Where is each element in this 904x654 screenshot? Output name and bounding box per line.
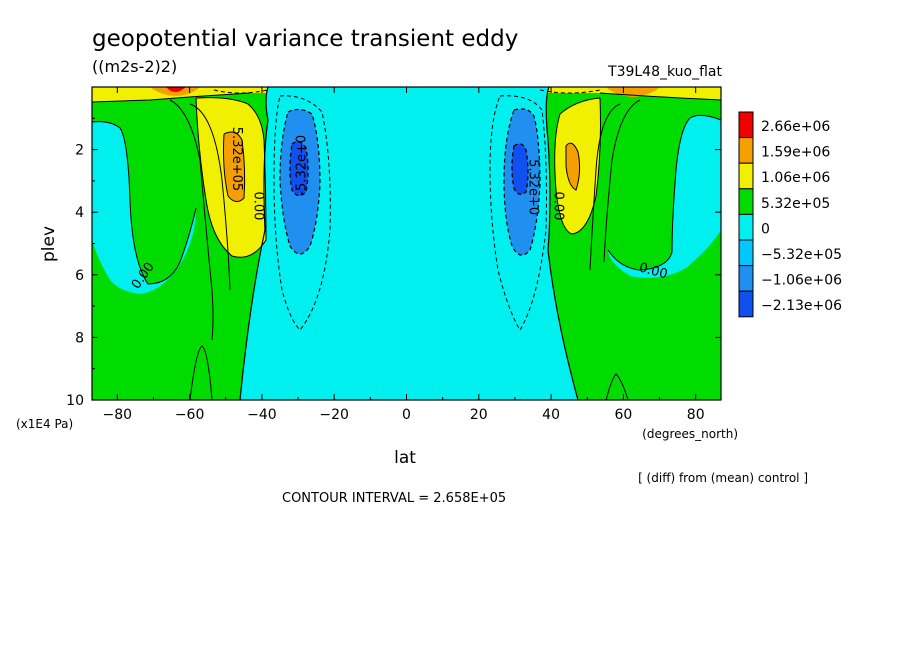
x-tick-label: 80 [687,407,705,423]
field-top-left-blip-core [166,87,186,92]
contour-left-inner-1 [169,99,214,341]
colorbar-swatch [738,265,754,292]
y-tick-label: 8 [75,330,84,346]
contour-right-yellow [554,97,601,235]
y-tick-label: 4 [75,205,84,221]
field-left-deep-blue-core [290,141,308,196]
contour-left-pocket [92,121,197,285]
y-unit-label: (x1E4 Pa) [16,417,73,431]
contour-zero-right [545,87,579,400]
x-tick-label: 0 [402,407,411,423]
contour-neg-right-core [511,143,529,195]
y-tick-label: 10 [66,393,84,409]
contour-left-yellow [195,97,267,258]
contour-right-inner-2 [589,103,621,271]
x-tick-label: −40 [247,407,277,423]
contour-left-orange [223,131,246,202]
field-left-cyan-pocket [92,121,196,294]
colorbar-swatch [738,188,754,215]
units-label: ((m2s-2)2) [92,57,177,76]
colorbar-label: 2.66e+06 [761,119,830,135]
contour-right-inner-1 [603,99,641,263]
contour-label: -5.32e+0 [294,135,309,196]
contour-neg-left-blue [279,108,321,255]
x-tick-label: 40 [542,407,560,423]
contour-lines [92,87,721,400]
colorbar-swatch [738,137,754,164]
y-axis: 2 4 6 8 10 [66,117,721,409]
colorbar-swatch [738,239,754,267]
colorbar-label: 1.59e+06 [761,145,830,161]
colorbar-swatch [738,162,754,190]
field-central-cyan [240,87,578,400]
y-tick-label: 6 [75,268,84,284]
y-tick-label: 2 [75,143,84,159]
colorbar: 2.66e+06 1.59e+06 1.06e+06 5.32e+05 0 −5.32e+… [738,111,842,318]
colorbar-label: −1.06e+06 [761,273,842,289]
colorbar-label: 1.06e+06 [761,170,830,186]
field-right-cyan-pocket [608,115,721,278]
plot-area [92,87,721,400]
colorbar-swatch [738,290,754,318]
colorbar-label: 0 [761,221,770,237]
contour-top-strip [92,92,251,103]
chart-title: geopotential variance transient eddy [92,26,518,52]
diff-note: [ (diff) from (mean) control ] [638,471,808,485]
contour-neg-right-outer [489,95,547,331]
contour-neg-left-core [289,141,309,197]
colorbar-label: −5.32e+05 [761,247,842,263]
contour-neg-right-blue [503,108,541,256]
colorbar-label: −2.13e+06 [761,298,842,314]
x-tick-label: 60 [614,407,632,423]
contour-label: 5.32e+05 [229,127,244,191]
colorbar-swatch [738,213,754,241]
colorbar-label: 5.32e+05 [761,196,830,212]
negative-contours [213,89,601,331]
contour-left-inner-2 [189,103,231,291]
contour-bottom-right-tongue [605,373,629,400]
x-tick-label: −60 [175,407,205,423]
colorbar-swatch [738,111,754,139]
contour-label: 0.00 [551,191,566,220]
contour-interval-text: CONTOUR INTERVAL = 2.658E+05 [282,491,506,506]
field-right-orange-core [566,143,580,190]
x-tick-label: 20 [470,407,488,423]
x-tick-label: −80 [103,407,133,423]
contour-label: 0.00 [637,260,669,282]
contour-top-strip-right [599,92,721,101]
run-label: T39L48_kuo_flat [607,64,722,80]
y-axis-title: plev [39,226,59,262]
contour-neg-top-left [213,89,269,94]
field-top-yellow-strip [92,87,721,102]
x-axis-title: lat [394,448,416,468]
x-unit-label: (degrees_north) [642,427,738,441]
contour-label: 0.00 [251,191,266,220]
contour-label: 5.32e+0 [525,159,540,215]
contour-neg-top-right [539,89,601,94]
contour-zero-left [239,87,269,400]
x-tick-label: −20 [319,407,349,423]
contour-right-pocket [607,114,721,271]
contour-bottom-left-tongue [189,345,213,400]
field-right-deep-blue-core [512,143,528,195]
field-left-orange-core [223,132,245,202]
contour-right-orange [565,142,581,191]
x-axis: −80 −60 −40 −20 0 20 40 60 80 [103,87,705,423]
